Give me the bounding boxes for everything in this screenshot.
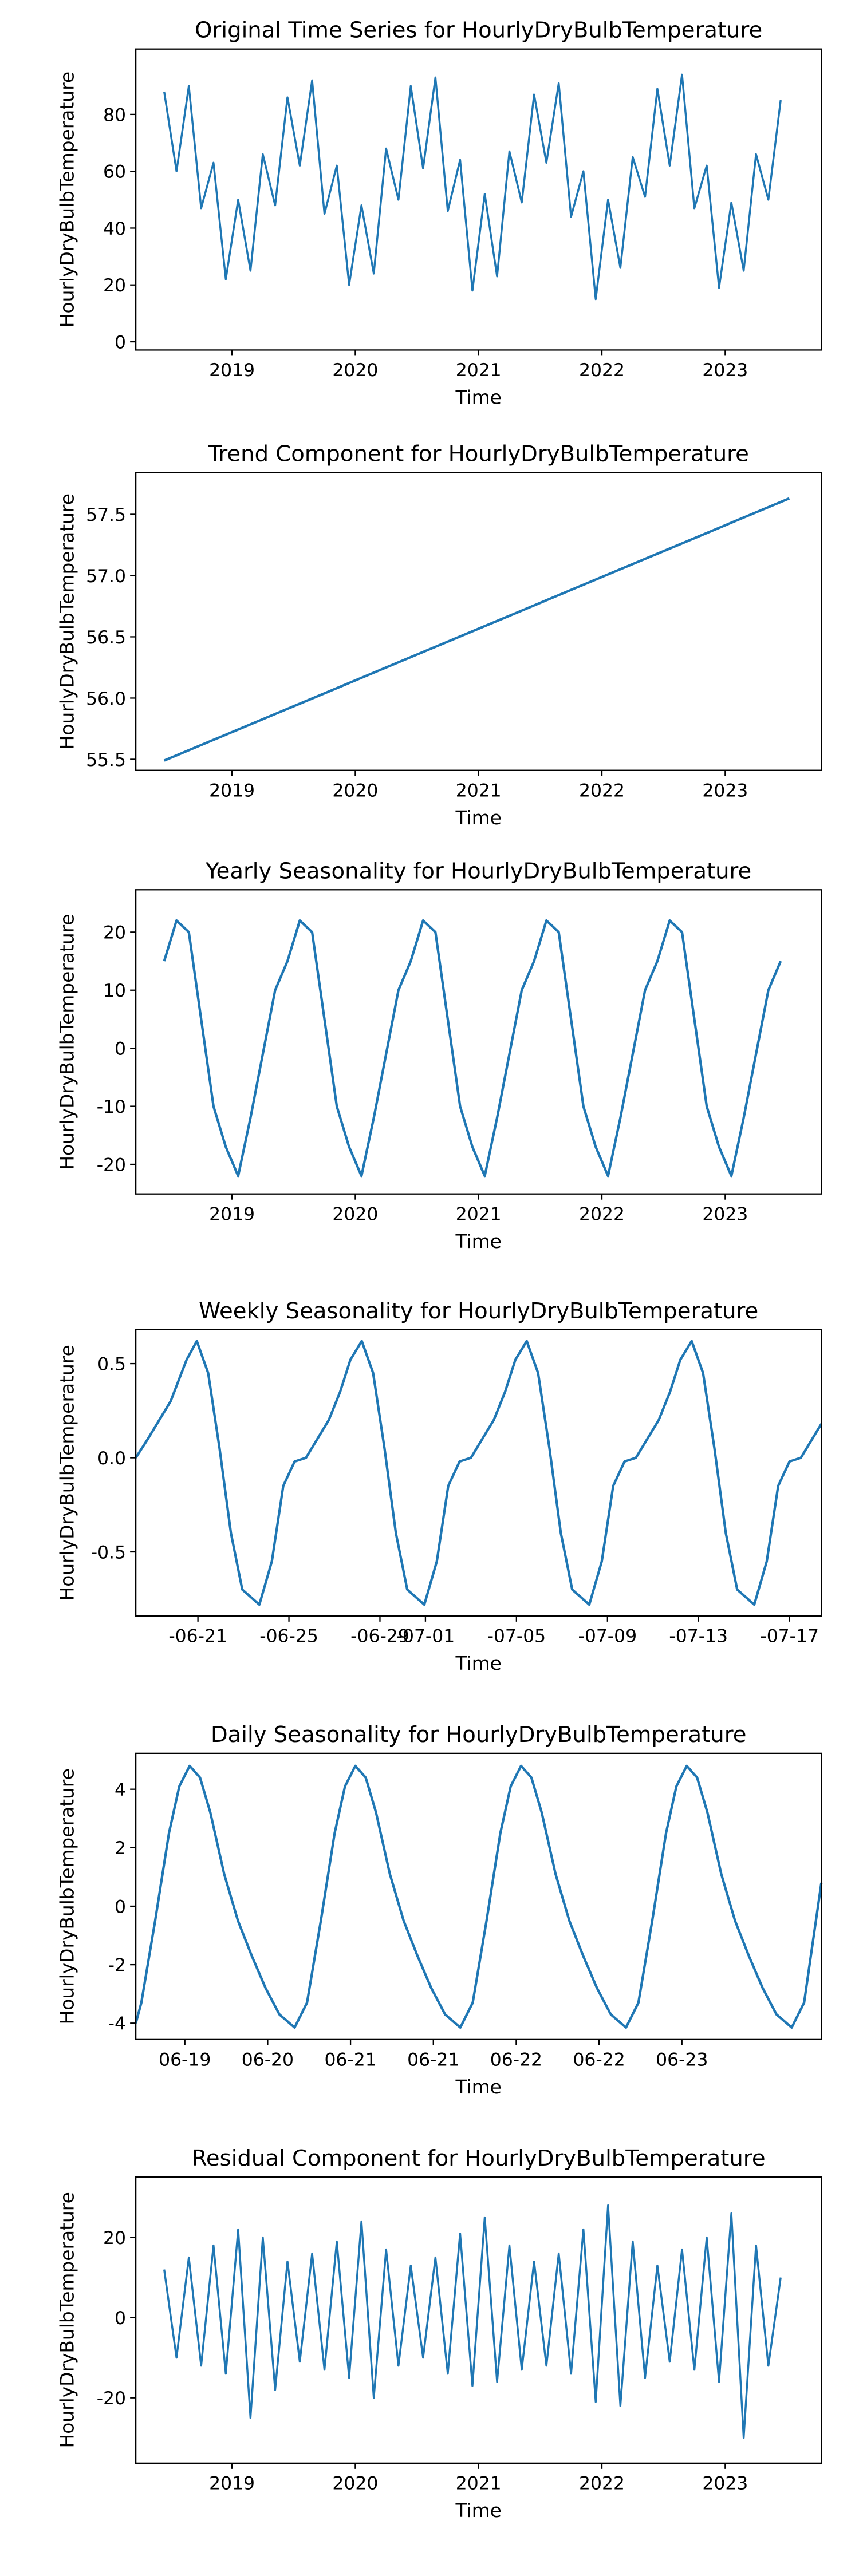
x-tick-label: 2023 [702, 360, 748, 381]
y-tick-label: 10 [103, 981, 126, 1001]
axes-frame [135, 1752, 822, 2041]
axes-frame [135, 48, 822, 351]
x-tick-label: 2022 [579, 780, 625, 801]
series-line [163, 2204, 782, 2439]
x-axis-label: Time [455, 2076, 502, 2098]
x-tick-label: 06-22 [490, 2050, 542, 2071]
y-tick-label: -20 [97, 2388, 126, 2409]
y-axis-label: HourlyDryBulbTemperature [57, 72, 78, 327]
subplot: 2019 2020 2021 2022 2023 -20 0 20 Residual Compo… [57, 2146, 822, 2522]
x-tick-label: -06-21 [168, 1626, 227, 1647]
x-tick-label: 2022 [579, 1204, 625, 1224]
series-line [163, 73, 782, 301]
x-tick-label: 2023 [702, 1204, 748, 1224]
x-tick-label: -06-25 [259, 1626, 318, 1647]
chart-title: Yearly Seasonality for HourlyDryBulbTemp… [205, 858, 751, 884]
y-axis-label: HourlyDryBulbTemperature [57, 2192, 78, 2448]
x-axis-label: Time [455, 807, 502, 829]
x-tick-label: 06-22 [573, 2050, 625, 2071]
series-line [135, 1764, 823, 2029]
x-tick-label: 2023 [702, 2474, 748, 2494]
y-tick-label: 4 [115, 1780, 126, 1800]
y-tick-label: 56.0 [86, 689, 126, 709]
x-tick-label: 2020 [332, 360, 378, 381]
series-line [163, 497, 790, 762]
x-tick-label: 2022 [579, 2474, 625, 2494]
y-tick-label: 0 [115, 332, 126, 353]
x-tick-label: -07-17 [760, 1626, 819, 1647]
subplot: 2019 2020 2021 2022 2023 -20 -10 0 10 20 Yearly Se… [57, 858, 822, 1253]
x-tick-label: -07-09 [578, 1626, 637, 1647]
x-tick-label: 06-23 [656, 2050, 708, 2071]
x-tick-label: -07-13 [669, 1626, 728, 1647]
x-axis-label: Time [455, 1653, 502, 1674]
x-tick-label: 2019 [209, 780, 255, 801]
y-tick-label: 20 [103, 2228, 126, 2249]
y-tick-label: -0.5 [91, 1542, 126, 1563]
y-tick-label: 40 [103, 219, 126, 239]
y-tick-label: -2 [108, 1955, 126, 1976]
y-tick-label: 0 [115, 2308, 126, 2329]
chart-title: Weekly Seasonality for HourlyDryBulbTemp… [199, 1298, 758, 1324]
x-tick-label: 2020 [332, 780, 378, 801]
axes-frame [135, 1329, 822, 1617]
axes-frame [135, 2176, 822, 2464]
series-line [135, 1340, 823, 1606]
x-tick-label: 2021 [456, 1204, 502, 1224]
y-tick-label: 80 [103, 105, 126, 125]
y-tick-label: 56.5 [86, 627, 126, 648]
y-tick-label: 60 [103, 162, 126, 183]
axes-frame [135, 472, 822, 771]
y-axis-label: HourlyDryBulbTemperature [57, 493, 78, 749]
y-tick-label: -20 [97, 1155, 126, 1175]
subplot: 2019 2020 2021 2022 2023 0 20 40 60 80 Original Ti… [57, 18, 822, 409]
y-tick-label: 0 [115, 1039, 126, 1060]
x-tick-label: -07-05 [487, 1626, 546, 1647]
x-tick-label: 2023 [702, 780, 748, 801]
x-axis-label: Time [455, 1231, 502, 1253]
x-tick-label: 2021 [456, 780, 502, 801]
subplot: 2019 2020 2021 2022 2023 55.5 56.0 56.5 57.0 57.5… [57, 441, 822, 829]
x-tick-label: 2019 [209, 2474, 255, 2494]
x-axis-label: Time [455, 387, 502, 409]
y-axis-label: HourlyDryBulbTemperature [57, 1768, 78, 2024]
y-tick-label: 20 [103, 923, 126, 943]
y-tick-label: 0 [115, 1897, 126, 1917]
x-tick-label: 2019 [209, 360, 255, 381]
chart-title: Original Time Series for HourlyDryBulbTe… [195, 18, 762, 44]
chart-title: Daily Seasonality for HourlyDryBulbTempe… [211, 1722, 746, 1748]
x-tick-label: 2020 [332, 1204, 378, 1224]
x-tick-label: 06-21 [324, 2050, 376, 2071]
series-line [163, 919, 782, 1178]
x-tick-label: 2019 [209, 1204, 255, 1224]
chart-title: Trend Component for HourlyDryBulbTempera… [208, 441, 749, 467]
axes-frame [135, 889, 822, 1195]
y-tick-label: 20 [103, 275, 126, 296]
y-axis-label: HourlyDryBulbTemperature [57, 1345, 78, 1601]
y-tick-label: -4 [108, 2014, 126, 2034]
chart-title: Residual Component for HourlyDryBulbTemp… [192, 2146, 766, 2171]
y-tick-label: 57.0 [86, 566, 126, 587]
x-tick-label: -06-29 [350, 1626, 409, 1647]
y-tick-label: 55.5 [86, 750, 126, 771]
y-tick-label: 57.5 [86, 505, 126, 526]
x-tick-label: 2021 [456, 360, 502, 381]
y-tick-label: -10 [97, 1097, 126, 1117]
y-tick-label: 2 [115, 1838, 126, 1859]
y-axis-label: HourlyDryBulbTemperature [57, 914, 78, 1170]
x-tick-label: 06-20 [242, 2050, 294, 2071]
x-tick-label: 2022 [579, 360, 625, 381]
y-tick-label: 0.0 [97, 1448, 126, 1469]
x-tick-label: 2021 [456, 2474, 502, 2494]
y-tick-label: 0.5 [97, 1354, 126, 1374]
x-axis-label: Time [455, 2500, 502, 2522]
subplot: 06-19 06-20 06-21 06-21 06-22 06-22 06-23 -4 -2 0… [57, 1722, 823, 2098]
x-tick-label: 06-19 [159, 2050, 211, 2071]
x-tick-label: 2020 [332, 2474, 378, 2494]
x-tick-label: -07-01 [396, 1626, 455, 1647]
subplot: -06-21 -06-25 -06-29-07-01 -07-05 -07-09 -07-… [57, 1298, 823, 1674]
x-tick-label: 06-21 [407, 2050, 459, 2071]
